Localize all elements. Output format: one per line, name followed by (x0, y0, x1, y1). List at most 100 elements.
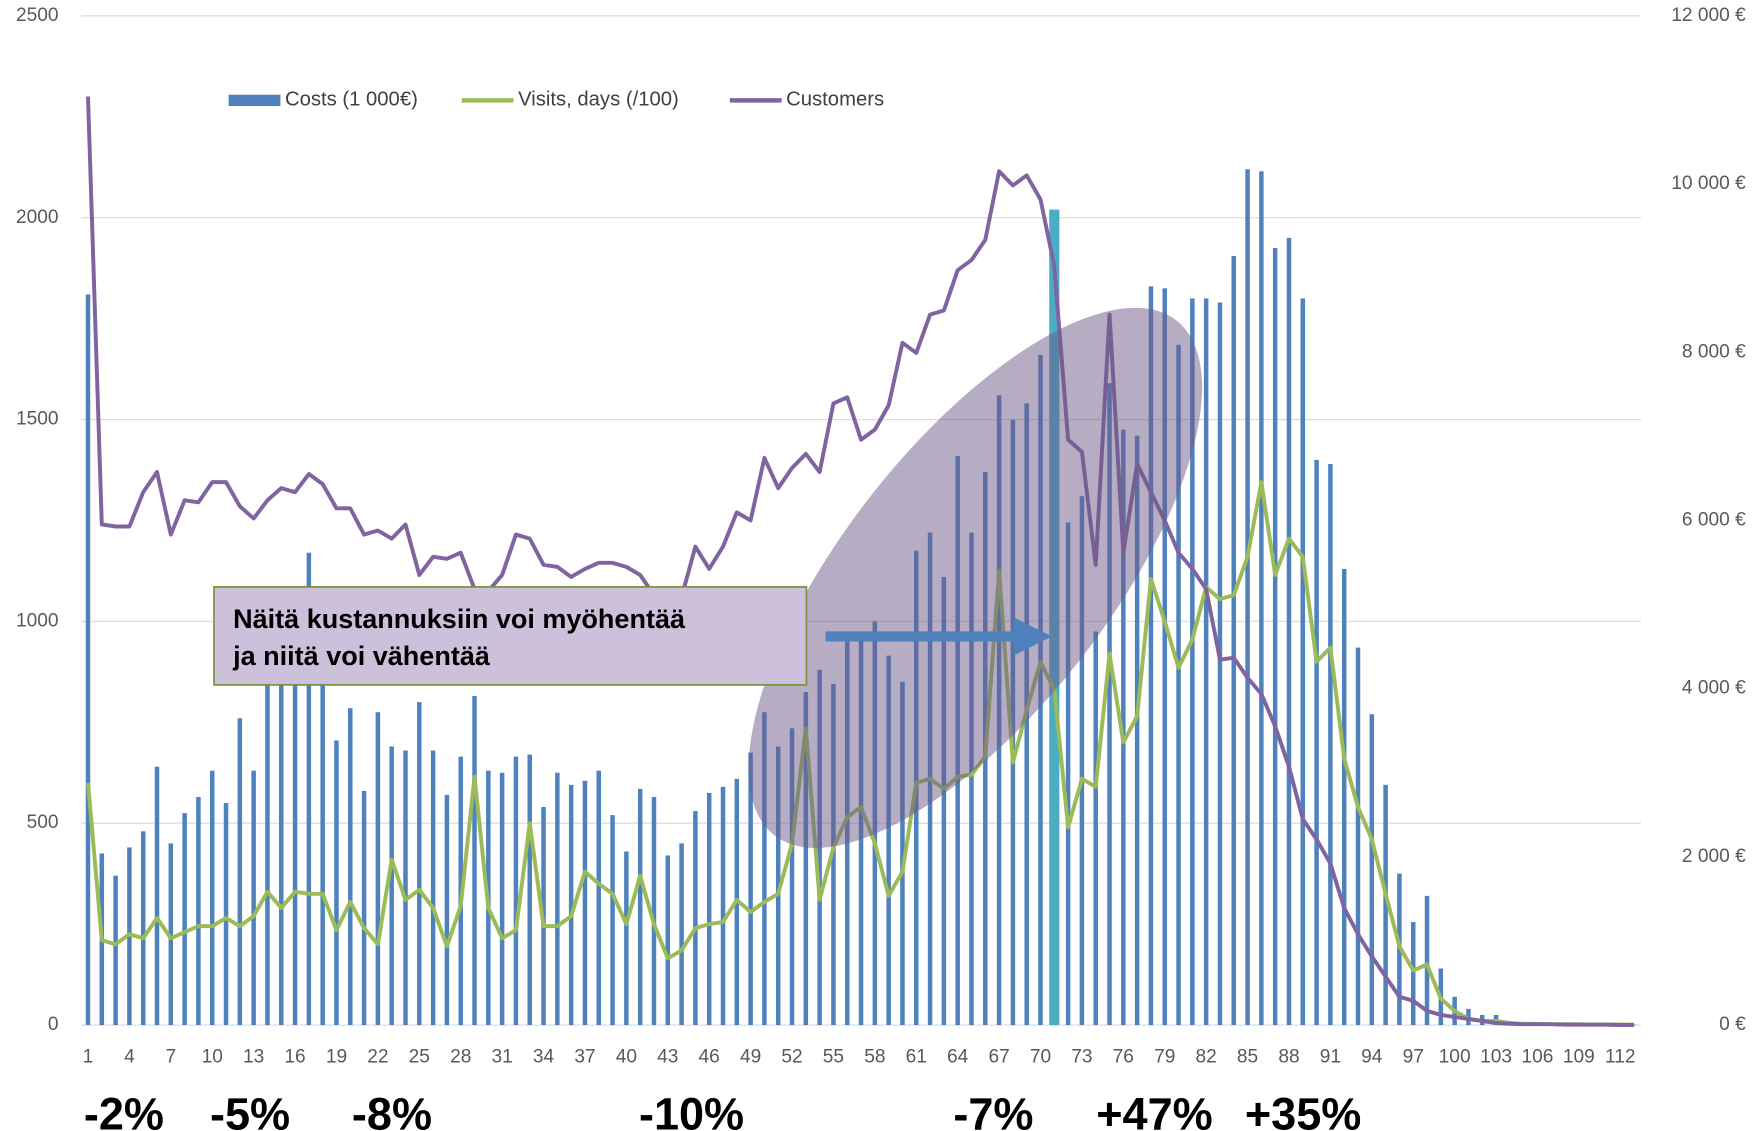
x-tick-label: 31 (491, 1047, 512, 1068)
bar (1079, 496, 1085, 1026)
bar (886, 655, 891, 1026)
bar (969, 532, 974, 1026)
bar (154, 766, 160, 1026)
period-label: +35% (1245, 1088, 1361, 1131)
period-label: -5% (210, 1088, 290, 1131)
x-tick-label: 37 (574, 1047, 595, 1068)
highlight-ellipse (748, 307, 1203, 848)
x-tick-label: 28 (450, 1047, 471, 1068)
bar (1190, 298, 1195, 1026)
bar (582, 780, 588, 1026)
period-label: -2% (84, 1088, 164, 1131)
x-tick-label: 58 (864, 1047, 885, 1068)
x-tick-label: 79 (1154, 1047, 1175, 1068)
legend-swatch (228, 94, 281, 106)
bar (1065, 522, 1071, 1026)
x-tick-label: 112 (1605, 1047, 1635, 1068)
bar (1231, 256, 1237, 1026)
x-tick-label: 97 (1403, 1047, 1424, 1068)
bar (1383, 784, 1388, 1026)
y-tick-label: 2500 (16, 5, 59, 26)
bar (265, 677, 270, 1026)
callout: Näitä kustannuksiin voi myöhentää ja nii… (213, 586, 808, 686)
bar (389, 746, 394, 1026)
x-tick-label: 67 (988, 1047, 1009, 1068)
bar (348, 708, 353, 1026)
bar (941, 576, 947, 1026)
x-tick-label: 85 (1237, 1047, 1258, 1068)
legend-label: Visits, days (/100) (518, 89, 679, 111)
bar (209, 770, 215, 1026)
bar (113, 875, 118, 1026)
bar (306, 552, 312, 1026)
bar (1148, 286, 1154, 1026)
x-tick-label: 10 (202, 1047, 223, 1068)
bar (1093, 631, 1098, 1026)
y-tick-label: 1500 (16, 409, 59, 430)
bar (748, 752, 753, 1026)
y-tick-label: 2000 (16, 207, 59, 228)
x-tick-label: 49 (740, 1047, 761, 1068)
x-tick-label: 100 (1439, 1047, 1471, 1068)
bar (624, 851, 629, 1026)
bar (292, 661, 298, 1026)
bar (499, 772, 505, 1026)
bar (417, 702, 422, 1026)
bar (1410, 922, 1416, 1026)
bar (775, 746, 781, 1026)
bar (472, 696, 477, 1026)
bar (1300, 298, 1306, 1026)
y-tick-label: 500 (27, 812, 59, 833)
arrow-head (1013, 617, 1052, 656)
bar (403, 750, 408, 1026)
x-tick-label: 34 (533, 1047, 555, 1068)
bar (527, 754, 532, 1026)
bar (237, 718, 243, 1026)
callout-line: ja niitä voi vähentää (232, 641, 491, 671)
bar (1259, 171, 1264, 1026)
bar (706, 792, 712, 1026)
bar (610, 815, 615, 1026)
y2-tick-label: 8 000 € (1682, 341, 1746, 362)
period-label: -7% (953, 1088, 1033, 1131)
bar (251, 770, 256, 1026)
x-tick-label: 4 (124, 1047, 135, 1068)
y2-tick-label: 10 000 € (1671, 173, 1746, 194)
x-tick-label: 1 (83, 1047, 94, 1068)
x-tick-label: 64 (947, 1047, 969, 1068)
bar (1272, 247, 1278, 1026)
period-label: +47% (1096, 1088, 1212, 1131)
bar (1176, 344, 1181, 1026)
bar (334, 740, 339, 1026)
bar (196, 796, 201, 1026)
bar (513, 756, 519, 1026)
y2-tick-label: 12 000 € (1671, 5, 1746, 26)
bar (1355, 647, 1361, 1026)
bar (720, 786, 726, 1026)
y-tick-label: 1000 (16, 610, 59, 631)
bar (1217, 302, 1223, 1026)
bar (1162, 288, 1167, 1026)
bar (555, 772, 560, 1026)
x-tick-label: 43 (657, 1047, 678, 1068)
x-tick-label: 40 (616, 1047, 637, 1068)
bar (568, 784, 574, 1026)
bar (361, 790, 367, 1026)
x-tick-label: 13 (243, 1047, 264, 1068)
bar (789, 728, 795, 1026)
bar (168, 843, 174, 1026)
legend-label: Customers (786, 89, 884, 111)
bar (665, 855, 671, 1026)
bar (679, 843, 684, 1026)
x-tick-label: 7 (166, 1047, 177, 1068)
x-tick-label: 52 (781, 1047, 802, 1068)
bar (900, 681, 905, 1026)
bar (1134, 435, 1140, 1026)
bar (320, 673, 325, 1026)
x-tick-label: 106 (1521, 1047, 1553, 1068)
bar (375, 712, 381, 1026)
x-tick-label: 46 (699, 1047, 720, 1068)
period-label: -8% (352, 1088, 432, 1131)
